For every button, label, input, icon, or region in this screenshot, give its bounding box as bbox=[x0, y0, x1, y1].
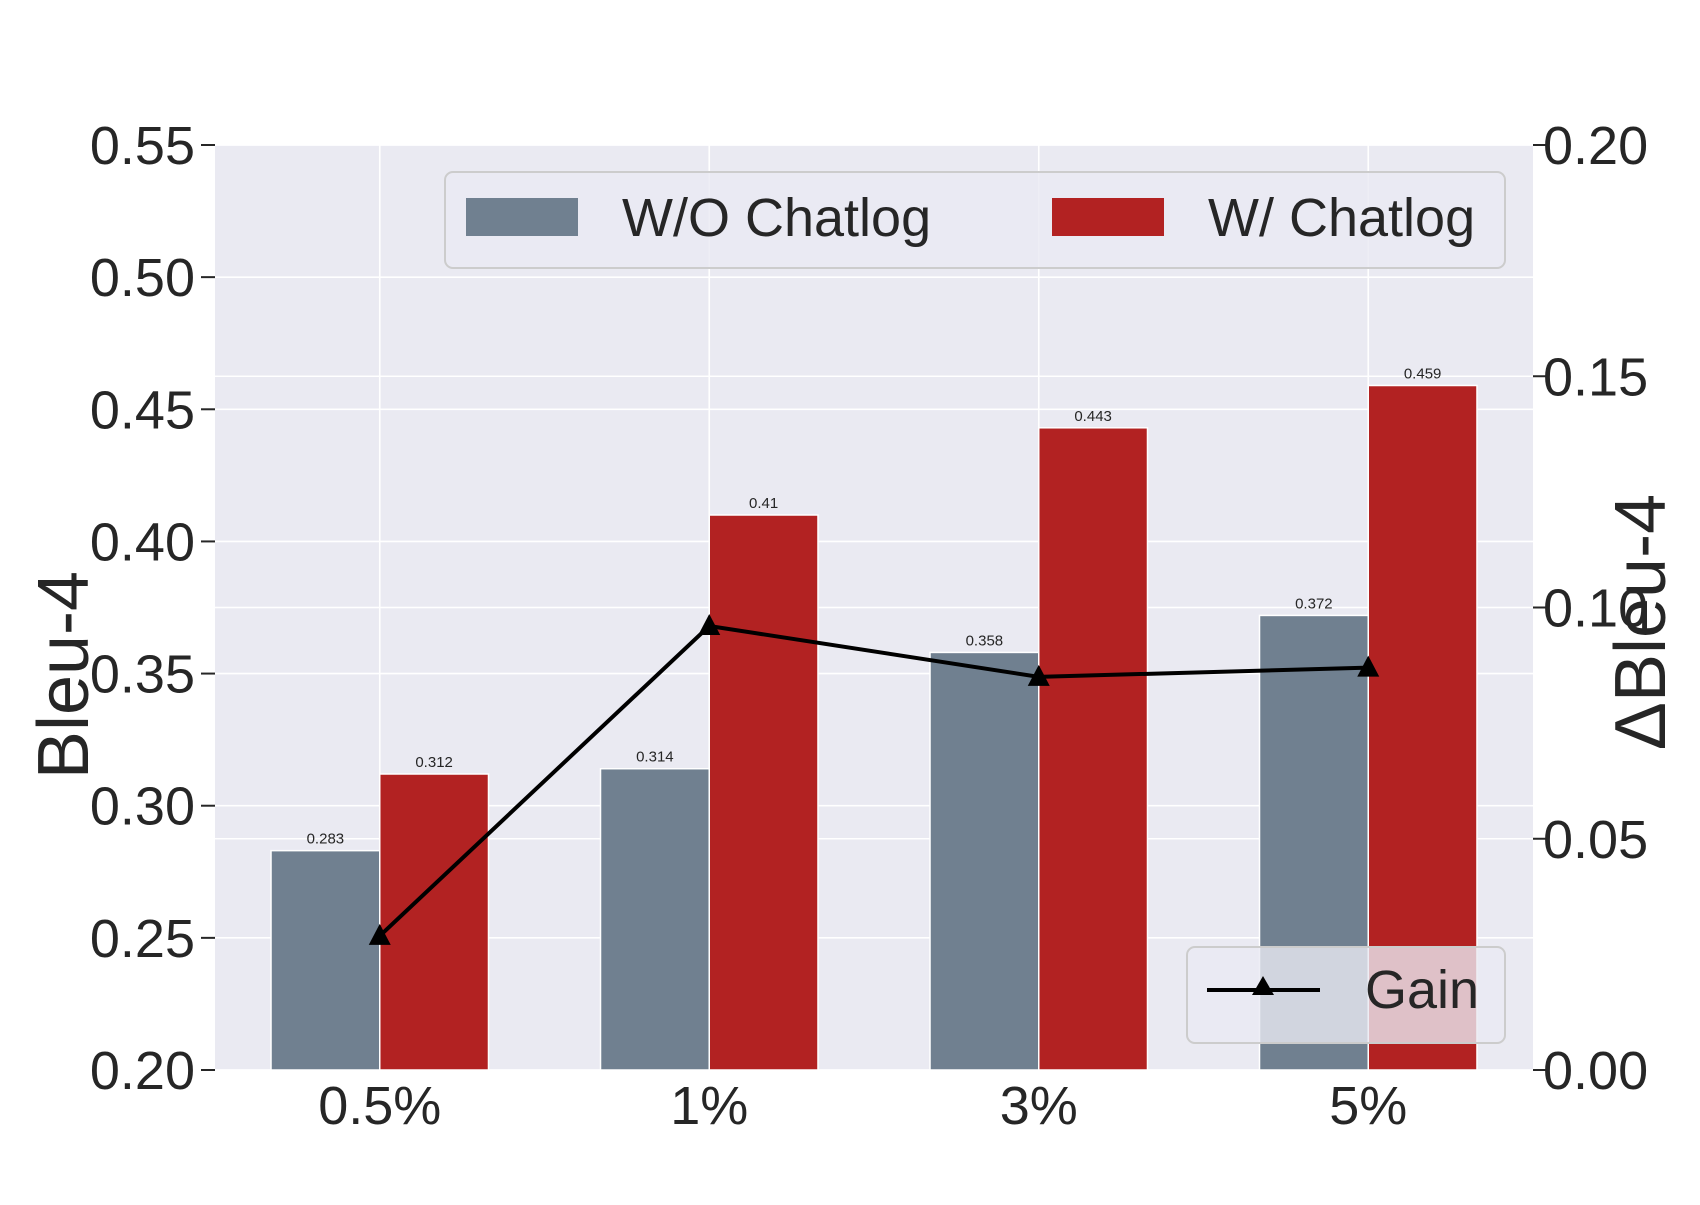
x-tick-label: 3% bbox=[1000, 1076, 1078, 1136]
bar-value-label: 0.41 bbox=[749, 495, 778, 512]
x-tick-label: 5% bbox=[1329, 1076, 1407, 1136]
gain-marker bbox=[1357, 655, 1380, 677]
legend-swatch-wo-chatlog bbox=[466, 198, 578, 236]
bar-wo-chatlog bbox=[270, 849, 381, 1071]
legend-label-w-chatlog: W/ Chatlog bbox=[1208, 188, 1475, 248]
bar-w-chatlog bbox=[379, 773, 490, 1071]
gain-polyline bbox=[378, 623, 1369, 938]
bar-value-label: 0.314 bbox=[636, 749, 674, 766]
y-tick-label: 0.50 bbox=[90, 248, 195, 308]
bars bbox=[270, 384, 1478, 1071]
bar-value-label: 0.358 bbox=[966, 632, 1004, 649]
y-tick-label: 0.20 bbox=[90, 1041, 195, 1101]
legend-swatch-w-chatlog bbox=[1052, 198, 1164, 236]
y2-axis-title: ΔBleu-4 bbox=[1601, 494, 1681, 750]
legend-bars: W/O Chatlog W/ Chatlog bbox=[444, 171, 1506, 269]
y2-tick-label: 0.10 bbox=[1543, 579, 1648, 639]
y-tick-label: 0.45 bbox=[90, 380, 195, 440]
gain-marker bbox=[698, 614, 721, 635]
legend-label-wo-chatlog: W/O Chatlog bbox=[622, 188, 931, 248]
y2-tick-label: 0.05 bbox=[1543, 810, 1648, 870]
axes: 0.20 0.25 0.30 0.35 0.40 0.45 0.50 0.55 0.00 0.05… bbox=[90, 116, 1648, 1136]
y-tick-label: 0.25 bbox=[90, 909, 195, 969]
y2-tick-label: 0.00 bbox=[1543, 1041, 1648, 1101]
bar-w-chatlog bbox=[708, 514, 819, 1071]
bar-wo-chatlog bbox=[599, 767, 711, 1071]
legend-line-marker bbox=[1252, 976, 1274, 995]
bar-value-label: 0.372 bbox=[1295, 595, 1333, 612]
bar-value-label: 0.312 bbox=[415, 754, 453, 771]
y-axis-title: Bleu-4 bbox=[24, 571, 104, 779]
x-tick-label: 0.5% bbox=[318, 1076, 441, 1136]
legend-label-gain: Gain bbox=[1365, 960, 1479, 1020]
bar-value-label: 0.283 bbox=[307, 831, 345, 848]
value-labels: 0.283 0.314 0.358 0.372 0.312 0.41 0.443 0.459 bbox=[307, 366, 1442, 848]
gain-line bbox=[368, 614, 1380, 945]
legend-line-frame bbox=[1186, 946, 1506, 1044]
bar-value-label: 0.459 bbox=[1404, 366, 1442, 383]
gain-marker bbox=[368, 923, 391, 945]
bar-value-label: 0.443 bbox=[1074, 408, 1112, 425]
gain-marker bbox=[1027, 664, 1050, 686]
y-tick-label: 0.55 bbox=[90, 116, 195, 176]
legend-bars-frame bbox=[444, 171, 1506, 269]
y-tick-label: 0.30 bbox=[90, 777, 195, 837]
y2-tick-label: 0.20 bbox=[1543, 116, 1648, 176]
y2-tick-label: 0.15 bbox=[1543, 347, 1648, 407]
y-tick-label: 0.35 bbox=[90, 645, 195, 705]
y-tick-label: 0.40 bbox=[90, 512, 195, 572]
legend-line: Gain bbox=[1186, 946, 1506, 1044]
bar-wo-chatlog bbox=[929, 651, 1040, 1071]
x-tick-label: 1% bbox=[670, 1076, 748, 1136]
bar-w-chatlog bbox=[1038, 427, 1149, 1071]
